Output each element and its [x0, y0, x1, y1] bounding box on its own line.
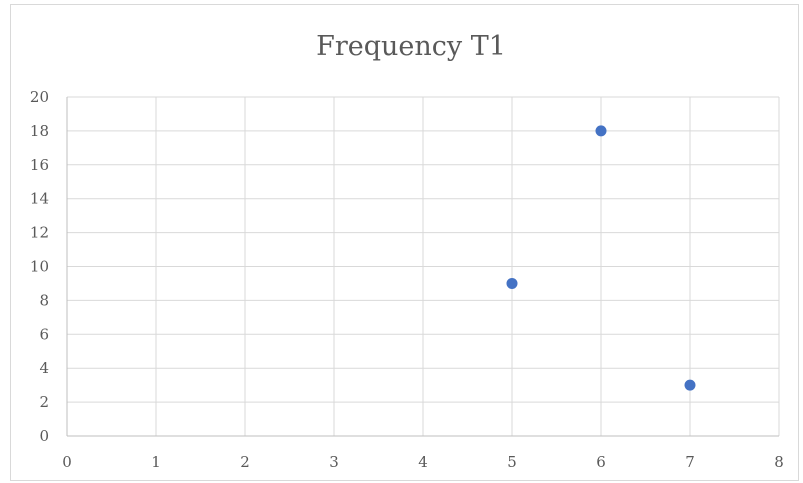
grid: [67, 96, 780, 436]
y-tick-label: 2: [39, 393, 49, 411]
y-tick-label: 8: [39, 291, 49, 309]
x-tick-label: 7: [685, 453, 695, 471]
y-tick-label: 4: [39, 359, 49, 377]
axes: [66, 97, 779, 437]
y-tick-label: 18: [30, 122, 49, 140]
data-point: [684, 379, 696, 391]
data-points: [506, 125, 696, 391]
chart-frame: [10, 4, 799, 481]
y-axis-ticks: 0 2 4 6 8 10 12 14 16 18 20: [30, 88, 49, 445]
chart-title: Frequency T1: [316, 31, 506, 62]
y-tick-label: 10: [30, 258, 49, 276]
x-tick-label: 6: [596, 453, 606, 471]
x-tick-label: 5: [507, 453, 517, 471]
y-tick-label: 0: [39, 427, 49, 445]
x-tick-label: 4: [418, 453, 428, 471]
x-tick-label: 8: [774, 453, 784, 471]
x-tick-label: 0: [62, 453, 72, 471]
x-tick-label: 2: [240, 453, 250, 471]
y-tick-label: 16: [30, 156, 49, 174]
x-tick-label: 1: [151, 453, 161, 471]
y-tick-label: 20: [30, 88, 49, 106]
x-axis-ticks: 0 1 2 3 4 5 6 7 8: [62, 453, 784, 471]
x-tick-label: 3: [329, 453, 339, 471]
y-tick-label: 12: [30, 224, 49, 242]
data-point: [506, 277, 518, 289]
y-tick-label: 14: [30, 190, 49, 208]
data-point: [595, 125, 607, 137]
y-tick-label: 6: [39, 325, 49, 343]
